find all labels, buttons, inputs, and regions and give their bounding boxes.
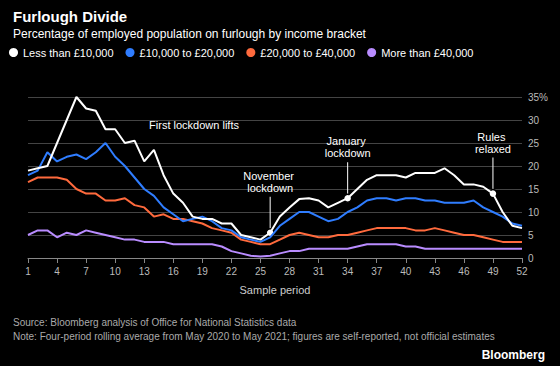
svg-text:Bloomberg: Bloomberg <box>482 348 545 362</box>
svg-text:52: 52 <box>516 266 528 277</box>
svg-text:0: 0 <box>528 253 534 264</box>
svg-text:Note: Four-period rolling aver: Note: Four-period rolling average from M… <box>13 331 495 342</box>
svg-text:Percentage of employed populat: Percentage of employed population on fur… <box>13 27 367 41</box>
svg-text:Rules: Rules <box>477 131 508 143</box>
svg-text:4: 4 <box>54 266 60 277</box>
svg-text:7: 7 <box>83 266 89 277</box>
svg-text:10: 10 <box>110 266 122 277</box>
svg-text:46: 46 <box>458 266 470 277</box>
svg-text:lockdown: lockdown <box>247 182 293 194</box>
svg-text:More than £40,000: More than £40,000 <box>381 47 473 59</box>
svg-text:25: 25 <box>528 138 540 149</box>
svg-text:November: November <box>243 170 297 182</box>
svg-text:15: 15 <box>528 184 540 195</box>
svg-text:16: 16 <box>168 266 180 277</box>
svg-text:5: 5 <box>528 230 534 241</box>
svg-text:Sample period: Sample period <box>240 284 311 296</box>
svg-text:22: 22 <box>226 266 238 277</box>
svg-text:19: 19 <box>197 266 209 277</box>
svg-text:£10,000 to £20,000: £10,000 to £20,000 <box>140 47 235 59</box>
svg-text:35%: 35% <box>528 92 548 103</box>
svg-text:28: 28 <box>284 266 296 277</box>
svg-text:20: 20 <box>528 161 540 172</box>
svg-text:January: January <box>327 135 369 147</box>
svg-text:43: 43 <box>429 266 441 277</box>
svg-text:25: 25 <box>255 266 267 277</box>
svg-text:37: 37 <box>371 266 383 277</box>
svg-text:lockdown: lockdown <box>325 147 371 159</box>
svg-text:13: 13 <box>139 266 151 277</box>
svg-text:Furlough Divide: Furlough Divide <box>13 8 127 25</box>
svg-text:40: 40 <box>400 266 412 277</box>
svg-text:30: 30 <box>528 115 540 126</box>
svg-text:34: 34 <box>342 266 354 277</box>
svg-text:31: 31 <box>313 266 325 277</box>
svg-text:First lockdown lifts: First lockdown lifts <box>149 119 239 131</box>
svg-text:Source: Bloomberg analysis of: Source: Bloomberg analysis of Office for… <box>13 317 297 328</box>
svg-text:1: 1 <box>25 266 31 277</box>
svg-text:10: 10 <box>528 207 540 218</box>
svg-text:49: 49 <box>487 266 499 277</box>
svg-text:relaxed: relaxed <box>475 143 511 155</box>
svg-text:Less than £10,000: Less than £10,000 <box>23 47 114 59</box>
svg-text:£20,000 to £40,000: £20,000 to £40,000 <box>260 47 355 59</box>
